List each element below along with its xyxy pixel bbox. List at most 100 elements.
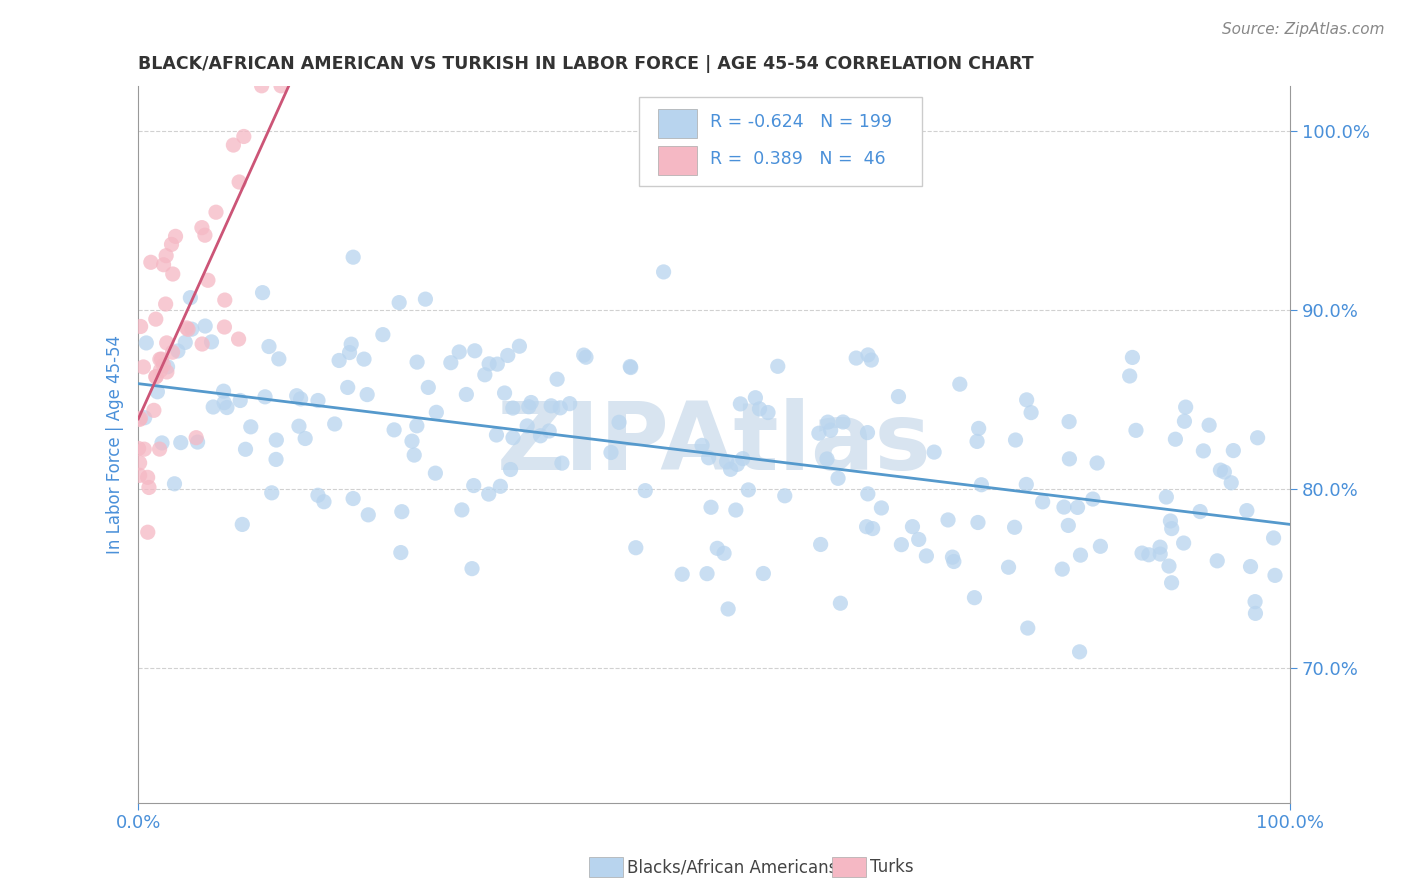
Point xyxy=(1121,351,1143,365)
Point xyxy=(232,129,254,144)
FancyBboxPatch shape xyxy=(658,110,697,138)
Point xyxy=(634,483,657,498)
Point xyxy=(139,255,162,269)
Point xyxy=(152,258,174,272)
Point xyxy=(1222,443,1244,458)
Point xyxy=(517,400,540,414)
Point xyxy=(489,479,512,493)
Point xyxy=(1159,514,1181,528)
Point xyxy=(1157,559,1180,574)
Text: Blacks/African Americans: Blacks/African Americans xyxy=(627,858,838,876)
Point xyxy=(922,445,945,459)
Point xyxy=(607,415,630,429)
Point xyxy=(1053,500,1076,514)
Point xyxy=(1156,490,1178,504)
Point xyxy=(499,462,522,476)
Point xyxy=(817,415,839,429)
Point xyxy=(756,405,779,419)
Point xyxy=(128,456,150,470)
Point xyxy=(730,397,752,411)
Point xyxy=(264,452,287,467)
Point xyxy=(150,436,173,450)
Point xyxy=(202,400,225,414)
Point xyxy=(1125,423,1147,437)
Point xyxy=(152,359,174,373)
Point xyxy=(949,377,972,392)
Point xyxy=(620,360,643,375)
Point xyxy=(1236,503,1258,517)
Point xyxy=(1069,645,1091,659)
Point xyxy=(156,359,179,374)
Point xyxy=(1213,465,1236,479)
Point xyxy=(1059,451,1081,466)
Point xyxy=(720,462,742,476)
Point xyxy=(1160,522,1182,536)
Point xyxy=(405,418,427,433)
Point xyxy=(1032,495,1054,509)
Point xyxy=(1090,539,1112,553)
Point xyxy=(461,561,484,575)
Point xyxy=(128,442,150,456)
Point xyxy=(690,438,713,452)
Point xyxy=(725,458,748,472)
Point xyxy=(340,337,363,351)
Point xyxy=(901,519,924,533)
Point xyxy=(820,423,842,437)
Point xyxy=(145,312,167,326)
Point xyxy=(357,508,380,522)
Point xyxy=(270,78,292,93)
Text: Turks: Turks xyxy=(870,858,914,876)
Point xyxy=(1264,568,1286,582)
Point xyxy=(194,319,217,334)
Point xyxy=(1209,463,1232,477)
Point xyxy=(1004,520,1026,534)
Text: R = -0.624   N = 199: R = -0.624 N = 199 xyxy=(710,112,891,130)
Point xyxy=(752,566,775,581)
Point xyxy=(700,500,723,515)
Point xyxy=(724,503,747,517)
Point xyxy=(856,487,879,501)
FancyBboxPatch shape xyxy=(640,96,921,186)
Point xyxy=(464,343,486,358)
Point xyxy=(716,455,738,469)
Point xyxy=(463,478,485,492)
Point xyxy=(1164,432,1187,446)
Point xyxy=(1057,518,1080,533)
Point xyxy=(165,229,187,244)
Point xyxy=(156,335,179,350)
Point xyxy=(1149,540,1171,554)
Point xyxy=(187,435,209,450)
Point xyxy=(132,359,155,374)
Point xyxy=(174,335,197,350)
Point xyxy=(671,567,693,582)
Point xyxy=(401,434,423,449)
Point xyxy=(516,419,538,434)
Point xyxy=(128,412,150,426)
Point xyxy=(915,549,938,563)
Point xyxy=(474,368,496,382)
Point xyxy=(254,390,277,404)
Point xyxy=(1244,594,1267,608)
Point xyxy=(766,359,789,374)
Point xyxy=(1206,554,1229,568)
Point xyxy=(697,450,720,465)
Point xyxy=(176,321,198,335)
Point xyxy=(551,456,574,470)
Point xyxy=(167,343,190,358)
Point xyxy=(290,392,312,406)
Text: R =  0.389   N =  46: R = 0.389 N = 46 xyxy=(710,150,886,168)
Point xyxy=(529,429,551,443)
Point xyxy=(1160,575,1182,590)
Point xyxy=(1246,431,1268,445)
Point xyxy=(138,480,160,494)
Point xyxy=(418,380,440,394)
Text: BLACK/AFRICAN AMERICAN VS TURKISH IN LABOR FORCE | AGE 45-54 CORRELATION CHART: BLACK/AFRICAN AMERICAN VS TURKISH IN LAB… xyxy=(138,55,1033,73)
Point xyxy=(135,335,157,350)
Point xyxy=(1004,433,1026,447)
Point xyxy=(1057,415,1080,429)
Point xyxy=(502,401,524,415)
Point xyxy=(713,546,735,560)
Point xyxy=(142,403,165,417)
Point xyxy=(1173,536,1195,550)
Point xyxy=(862,522,884,536)
